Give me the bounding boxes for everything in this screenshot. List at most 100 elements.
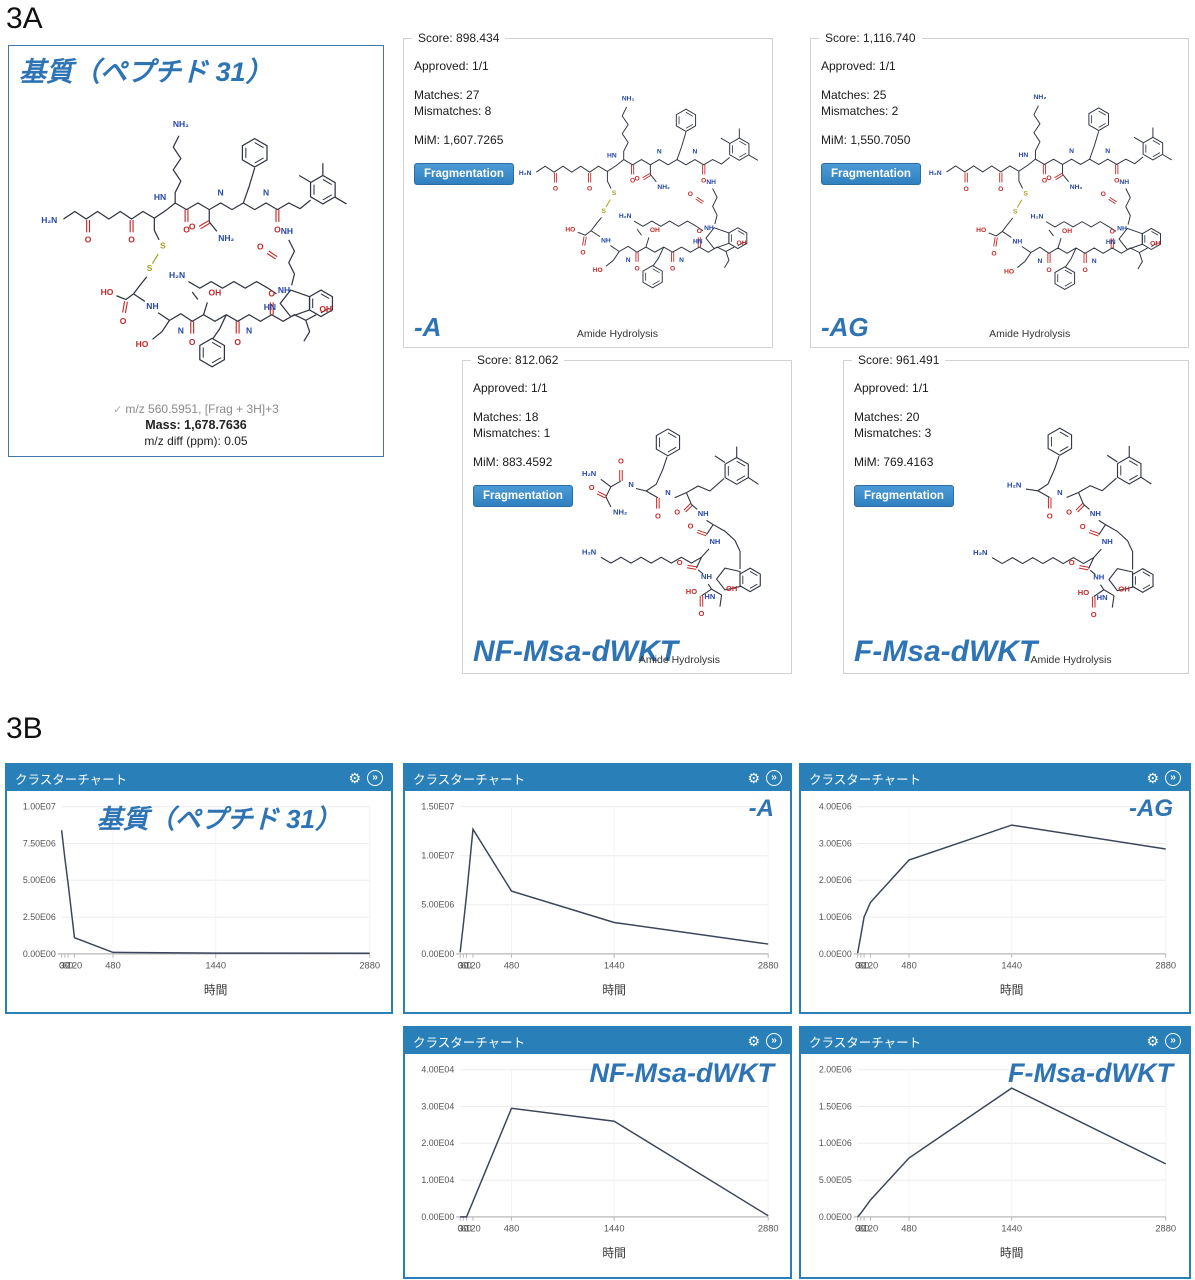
- svg-text:5.00E05: 5.00E05: [819, 1175, 852, 1185]
- svg-text:O: O: [618, 456, 624, 465]
- svg-text:5.00E06: 5.00E06: [23, 875, 56, 885]
- svg-text:O: O: [670, 266, 675, 273]
- svg-text:NH: NH: [1102, 537, 1113, 546]
- chart-body: 0.00E00 1.00E04 2.00E04 3.00E04 4.00E04 0 30 60…: [405, 1054, 790, 1277]
- svg-text:OH: OH: [737, 240, 747, 247]
- mismatches-label: Mismatches: 8: [414, 104, 492, 118]
- hydrolysis-caption: Amide Hydrolysis: [576, 328, 658, 340]
- svg-text:O: O: [998, 186, 1003, 193]
- collapse-icon[interactable]: »: [766, 770, 782, 786]
- svg-text:OH: OH: [1062, 228, 1072, 235]
- hydrolysis-caption: Amide Hydrolysis: [989, 328, 1071, 340]
- collapse-icon[interactable]: »: [1165, 1033, 1181, 1049]
- svg-text:NH: NH: [146, 301, 158, 311]
- match-info: Approved: 1/1 Matches: 18 Mismatches: 1 …: [473, 381, 598, 507]
- hydrolysis-caption: Amide Hydrolysis: [638, 654, 721, 666]
- mz-diff-value: m/z diff (ppm): 0.05: [144, 434, 248, 448]
- chart-header: クラスターチャート ⚙ »: [7, 765, 391, 791]
- svg-text:1440: 1440: [604, 1224, 625, 1234]
- svg-text:30: 30: [458, 1224, 468, 1234]
- collapse-icon[interactable]: »: [766, 1033, 782, 1049]
- line-chart: 0.00E00 1.00E06 2.00E06 3.00E06 4.00E06 03060…: [819, 802, 1176, 997]
- svg-text:N: N: [628, 480, 633, 489]
- chart-panel-nf-msa-dwkt: クラスターチャート ⚙ » 0.00E00 1.00E04 2.00E04 3.00E…: [403, 1026, 792, 1279]
- svg-text:OH: OH: [726, 584, 737, 593]
- svg-text:1440: 1440: [1001, 961, 1022, 971]
- svg-text:NH: NH: [1117, 226, 1127, 233]
- svg-text:O: O: [1066, 507, 1072, 516]
- svg-text:60: 60: [859, 1224, 869, 1234]
- svg-text:NH: NH: [1093, 573, 1104, 582]
- mismatches-label: Mismatches: 1: [473, 426, 551, 440]
- svg-text:5.00E06: 5.00E06: [421, 900, 454, 910]
- svg-text:O: O: [697, 228, 702, 235]
- svg-text:2880: 2880: [359, 961, 380, 971]
- svg-text:時間: 時間: [204, 984, 228, 997]
- svg-text:HN: HN: [264, 302, 276, 312]
- svg-text:O: O: [699, 609, 705, 618]
- check-icon[interactable]: ✓: [113, 404, 123, 416]
- svg-text:0: 0: [855, 1224, 860, 1234]
- svg-text:O: O: [268, 289, 275, 299]
- svg-text:1.00E04: 1.00E04: [421, 1175, 454, 1185]
- svg-text:480: 480: [504, 1224, 520, 1234]
- collapse-icon[interactable]: »: [1165, 770, 1181, 786]
- svg-text:480: 480: [105, 961, 121, 971]
- fragment-name: F-Msa-dWKT: [854, 635, 1038, 668]
- result-panel-minus-ag: Score: 1,116.740 Approved: 1/1 Matches: …: [810, 31, 1189, 348]
- fragment-name: -A: [414, 312, 442, 342]
- svg-text:HO: HO: [686, 587, 697, 596]
- match-info: Approved: 1/1 Matches: 25 Mismatches: 2 …: [821, 59, 946, 185]
- svg-text:HN: HN: [1097, 593, 1108, 602]
- svg-text:N: N: [679, 257, 684, 264]
- svg-text:O: O: [634, 175, 639, 182]
- chart-series-label: 基質（ペプチド 31）: [96, 804, 341, 834]
- svg-text:O: O: [234, 337, 241, 347]
- svg-text:H₂N: H₂N: [582, 548, 596, 557]
- svg-text:120: 120: [465, 1224, 481, 1234]
- fragmentation-button[interactable]: Fragmentation: [821, 163, 921, 185]
- svg-text:N: N: [657, 149, 662, 156]
- svg-text:時間: 時間: [1000, 1247, 1024, 1260]
- gear-icon[interactable]: ⚙: [1146, 1033, 1159, 1049]
- line-chart: 0.00E00 5.00E05 1.00E06 1.50E06 2.00E06 03060…: [819, 1065, 1176, 1260]
- approved-label: Approved: 1/1: [821, 59, 896, 73]
- svg-text:N: N: [692, 149, 697, 156]
- svg-text:60: 60: [63, 961, 73, 971]
- line-chart: 0.00E00 1.00E04 2.00E04 3.00E04 4.00E04 03060…: [421, 1065, 778, 1260]
- svg-text:HO: HO: [1078, 588, 1089, 597]
- svg-text:HN: HN: [693, 238, 703, 245]
- svg-text:HO: HO: [1004, 269, 1014, 276]
- match-info: Approved: 1/1 Matches: 20 Mismatches: 3 …: [854, 381, 979, 507]
- svg-text:NH: NH: [704, 225, 714, 232]
- svg-text:N: N: [665, 488, 670, 497]
- gear-icon[interactable]: ⚙: [1146, 770, 1159, 786]
- svg-text:H₂N: H₂N: [929, 170, 942, 177]
- svg-text:2.00E06: 2.00E06: [819, 875, 852, 885]
- gear-icon[interactable]: ⚙: [747, 770, 760, 786]
- fragmentation-button[interactable]: Fragmentation: [854, 485, 954, 507]
- chart-panel-minus-a: クラスターチャート ⚙ » 0.00E00 5.00E06 1.00E07 1.50E…: [403, 763, 792, 1014]
- collapse-icon[interactable]: »: [367, 770, 383, 786]
- matches-label: Matches: 20: [854, 410, 920, 424]
- svg-text:1.50E06: 1.50E06: [819, 1101, 852, 1111]
- fragmentation-button[interactable]: Fragmentation: [473, 485, 573, 507]
- svg-text:S: S: [147, 263, 153, 273]
- svg-text:0.00E00: 0.00E00: [23, 949, 56, 959]
- chart-panel-f-msa-dwkt: クラスターチャート ⚙ » 0.00E00 5.00E05 1.00E06 1.50E…: [799, 1026, 1191, 1279]
- score-label: Score: 961.491: [852, 353, 946, 367]
- chart-header-title: クラスターチャート: [413, 772, 526, 787]
- svg-text:O: O: [655, 512, 661, 521]
- gear-icon[interactable]: ⚙: [747, 1033, 760, 1049]
- fragmentation-button[interactable]: Fragmentation: [414, 163, 514, 185]
- svg-text:30: 30: [60, 961, 70, 971]
- gear-icon[interactable]: ⚙: [348, 770, 361, 786]
- svg-text:1.00E07: 1.00E07: [421, 851, 454, 861]
- svg-text:3.00E06: 3.00E06: [819, 838, 852, 848]
- svg-text:HO: HO: [565, 226, 575, 233]
- svg-text:0: 0: [59, 961, 64, 971]
- svg-text:S: S: [601, 208, 606, 215]
- svg-text:480: 480: [504, 961, 520, 971]
- molecule-structure: H₂N O NH₂ O N O N O NH O NH H₂N O NH HO O OH HN: [582, 428, 761, 618]
